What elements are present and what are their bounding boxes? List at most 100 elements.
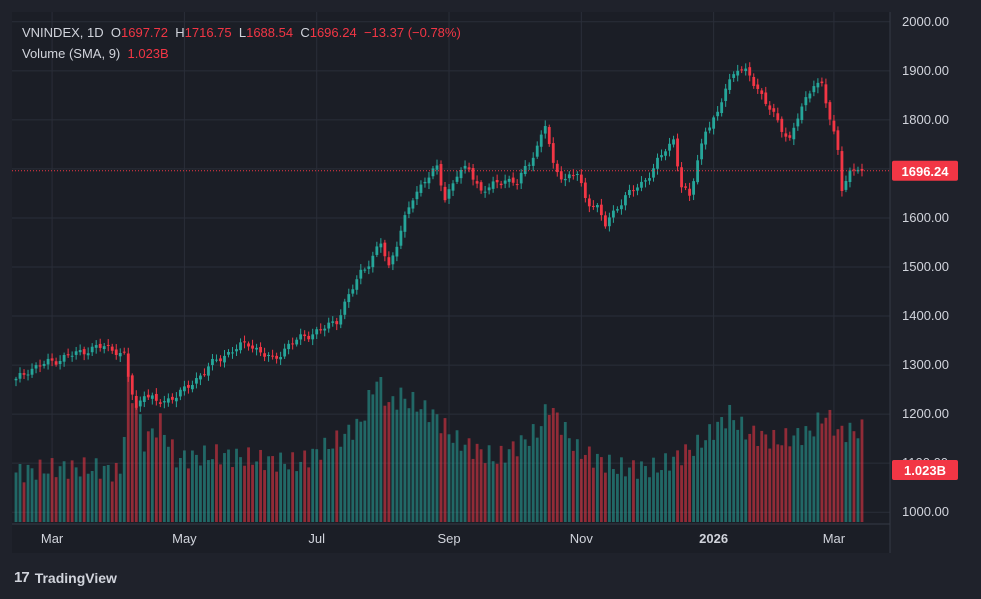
candle-body: [788, 135, 792, 138]
candle-body: [46, 358, 50, 365]
candle-body: [146, 394, 150, 398]
volume-bar: [507, 449, 511, 522]
candle-body: [439, 164, 443, 186]
candle-body: [451, 183, 455, 191]
volume-bar: [587, 446, 591, 522]
y-tick-label: 1400.00: [902, 308, 949, 323]
volume-bar: [483, 463, 487, 522]
candle-body: [299, 334, 303, 340]
y-tick-label: 2000.00: [902, 14, 949, 29]
volume-bar: [219, 464, 222, 522]
volume-bar: [138, 414, 142, 522]
candle-body: [503, 180, 507, 184]
candle-body: [122, 351, 126, 353]
candle-body: [507, 178, 511, 182]
volume-bar: [247, 447, 250, 522]
candle-body: [154, 393, 158, 401]
volume-bar: [90, 471, 94, 522]
volume-bar: [383, 405, 387, 522]
volume-bar: [688, 449, 691, 522]
volume-bar: [628, 467, 631, 522]
volume-bar: [636, 478, 639, 522]
volume-bar: [479, 449, 483, 522]
candle-body: [231, 352, 234, 354]
candle-body: [223, 355, 226, 363]
candle-body: [371, 255, 375, 268]
volume-bar: [776, 444, 780, 522]
volume-bar: [275, 471, 279, 522]
volume-bar: [118, 473, 122, 522]
volume-bar: [640, 461, 643, 522]
volume-bar: [423, 400, 427, 522]
candle-body: [215, 359, 218, 361]
volume-bar: [499, 445, 503, 522]
volume-bar: [231, 467, 234, 522]
volume-bar: [768, 448, 772, 522]
candle-body: [804, 97, 808, 106]
volume-bar: [591, 467, 595, 522]
low-value: 1688.54: [246, 25, 294, 40]
volume-bar: [804, 426, 808, 522]
volume-bar: [351, 439, 355, 522]
candle-body: [363, 269, 367, 271]
volume-bar: [571, 450, 575, 522]
volume-bar: [624, 476, 627, 522]
y-tick-label: 1800.00: [902, 112, 949, 127]
volume-bar: [796, 428, 800, 522]
volume-bar: [46, 473, 50, 522]
volume-bar: [539, 426, 543, 522]
volume-bar: [126, 376, 130, 522]
candle-body: [311, 334, 315, 340]
volume-bar: [788, 446, 792, 522]
volume-bar: [720, 417, 724, 522]
candle-body: [34, 365, 38, 369]
open-label: O: [110, 25, 121, 40]
volume-bar: [154, 437, 158, 522]
volume-bar: [668, 470, 671, 522]
candle-body: [427, 177, 431, 184]
candle-body: [764, 92, 768, 104]
candle-body: [583, 182, 587, 198]
candle-body: [499, 183, 503, 186]
candle-body: [191, 385, 194, 390]
brand-name: TradingView: [34, 569, 117, 586]
volume-bar: [836, 429, 840, 522]
candle-body: [307, 335, 311, 340]
volume-bar: [14, 472, 18, 522]
candle-body: [106, 344, 110, 346]
symbol-label: VNINDEX, 1D: [22, 25, 104, 40]
candle-body: [383, 242, 387, 257]
candle-body: [138, 400, 142, 407]
volume-bar: [740, 416, 744, 522]
high-label: H: [175, 25, 185, 40]
candle-body: [628, 189, 631, 196]
candle-body: [688, 188, 691, 196]
volume-bar: [331, 448, 335, 522]
volume-bar: [495, 463, 499, 522]
y-tick-label: 1000.00: [902, 504, 949, 519]
volume-bar: [684, 444, 687, 522]
candle-body: [58, 360, 62, 365]
candle-body: [483, 191, 487, 193]
candle-body: [607, 217, 611, 227]
volume-bar: [824, 417, 828, 522]
volume-bar: [840, 425, 844, 522]
candle-body: [207, 366, 210, 376]
candle-body: [195, 378, 198, 384]
volume-bar: [575, 439, 579, 522]
candle-body: [411, 200, 415, 209]
volume-bar: [648, 477, 651, 522]
candle-body: [407, 207, 411, 214]
candle-body: [848, 170, 852, 183]
candle-body: [26, 374, 30, 376]
volume-bar: [535, 437, 539, 522]
volume-bar: [255, 461, 258, 522]
tradingview-brand[interactable]: 17 TradingView: [14, 569, 117, 586]
candle-body: [158, 402, 162, 404]
volume-bar: [327, 448, 331, 522]
volume-bar: [744, 439, 748, 522]
volume-bar: [551, 407, 555, 522]
volume-bar: [335, 430, 339, 522]
volume-bar: [676, 450, 679, 522]
